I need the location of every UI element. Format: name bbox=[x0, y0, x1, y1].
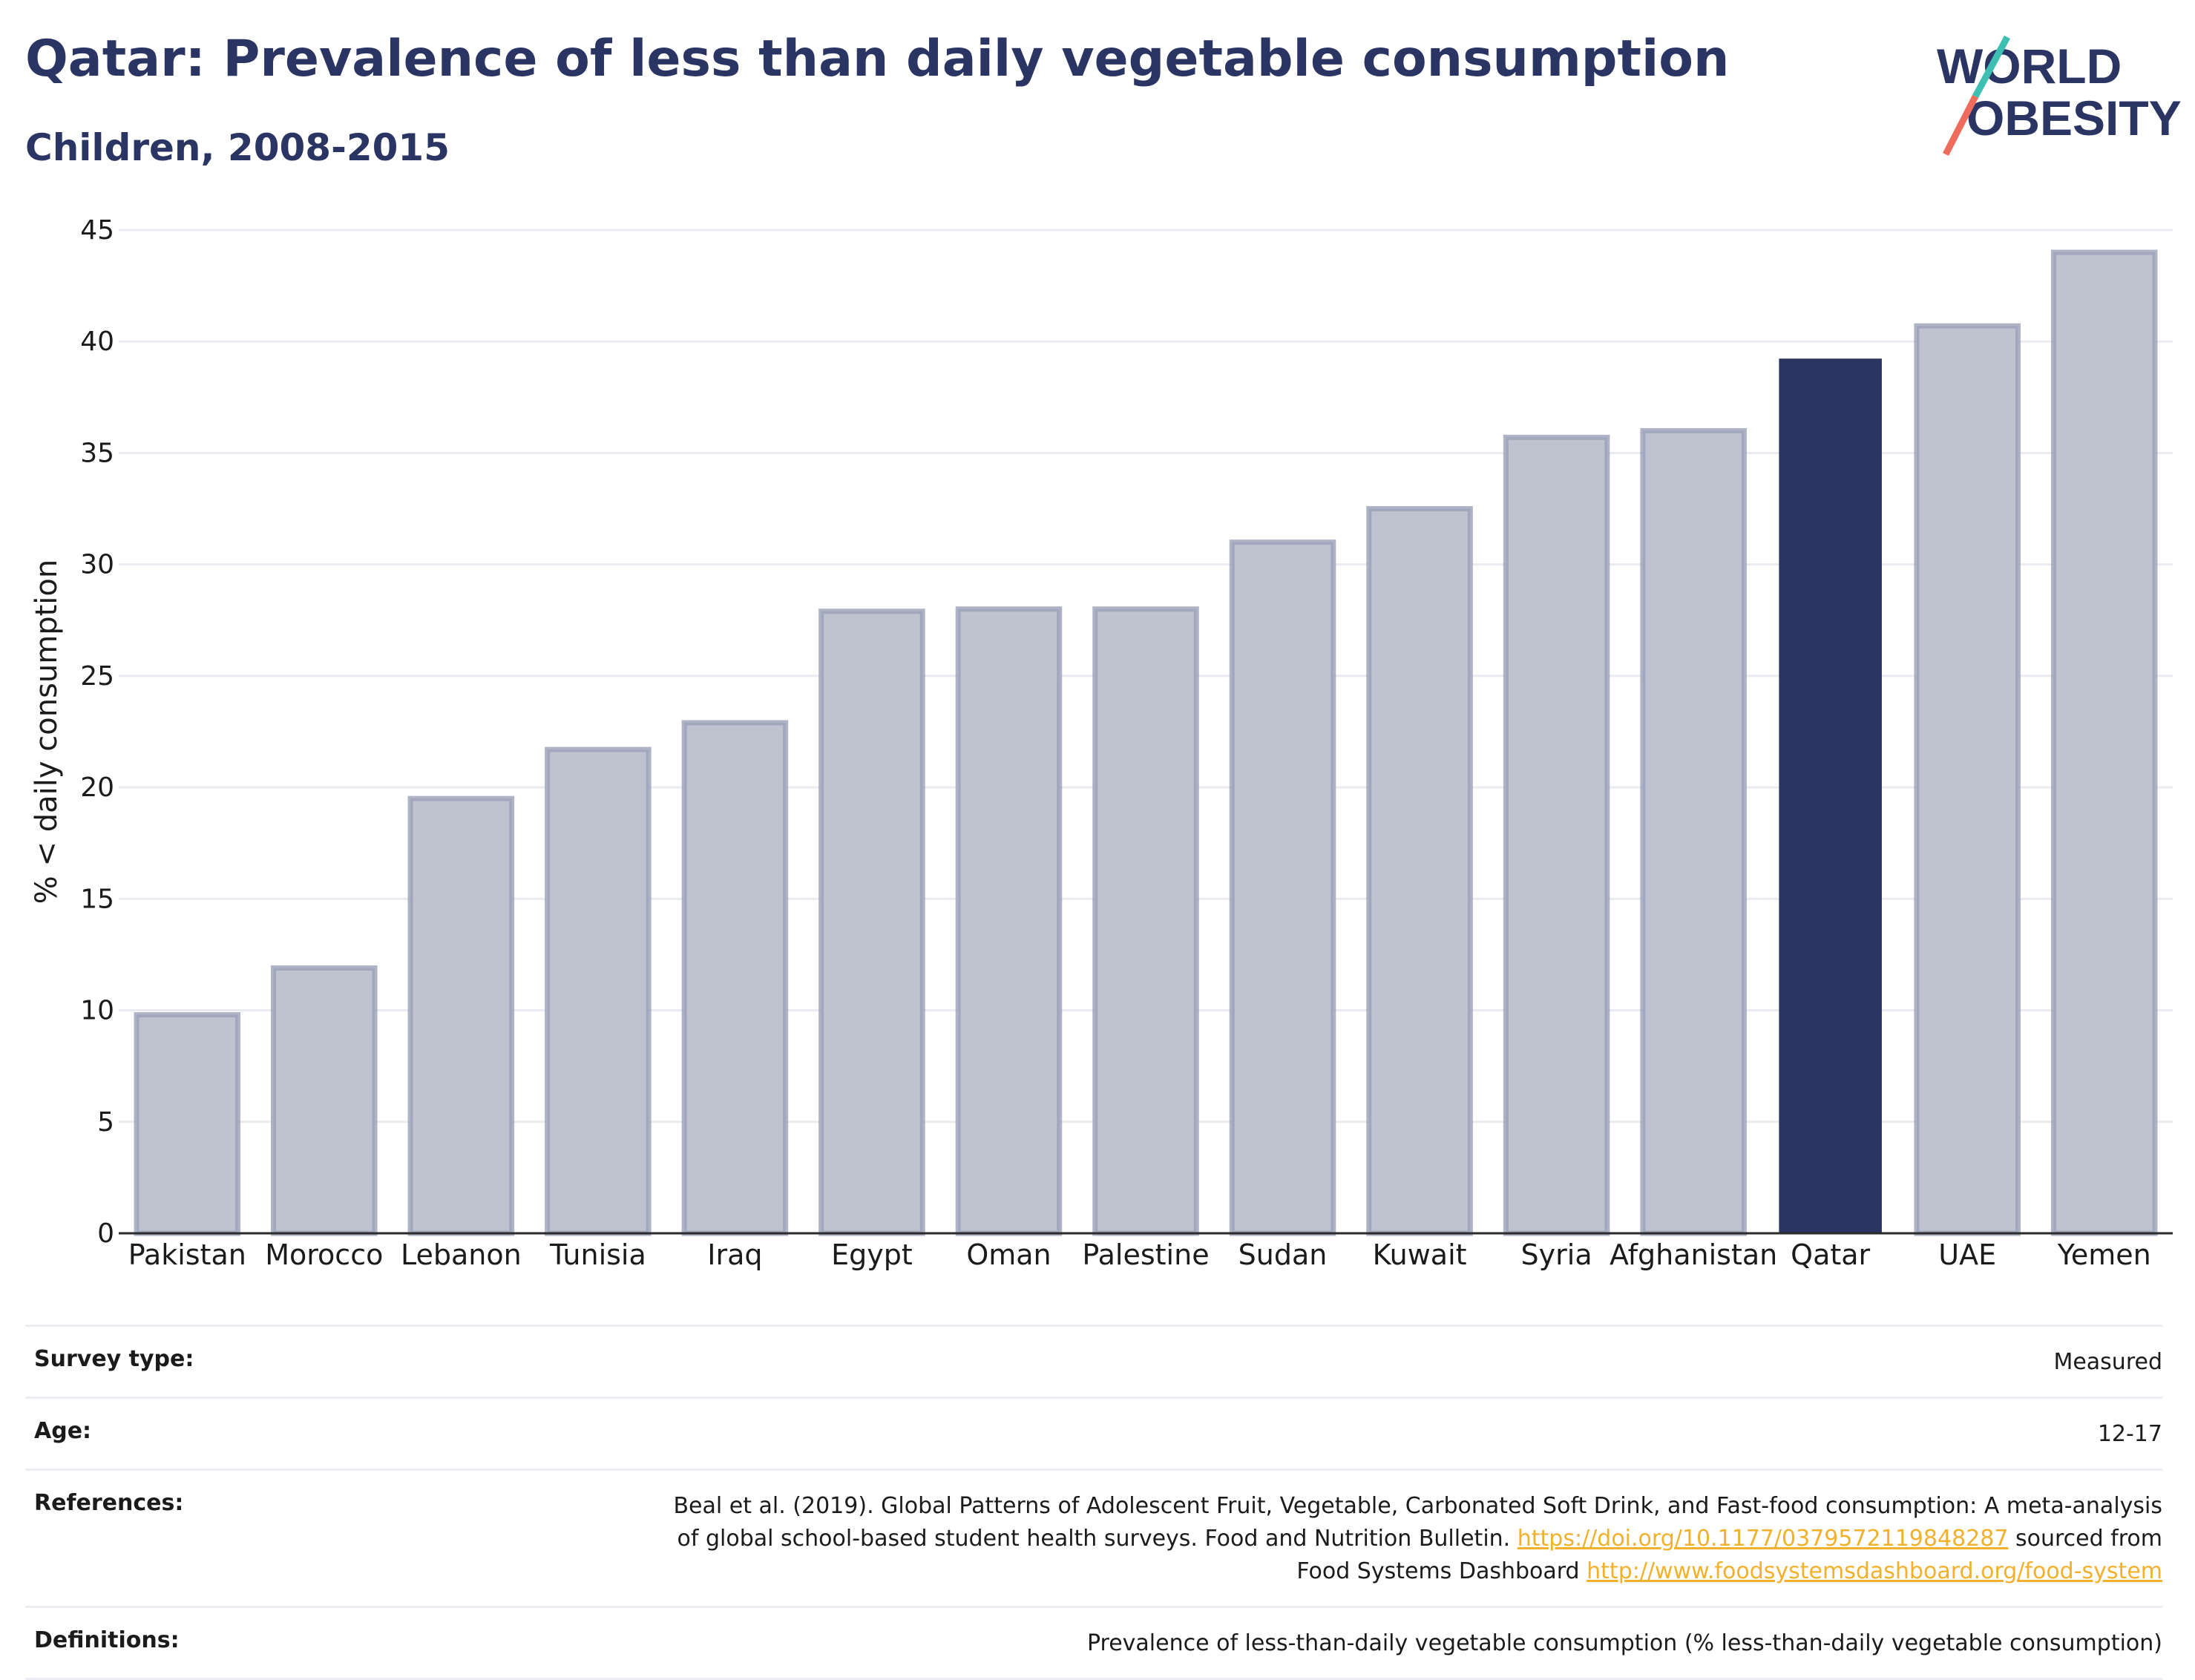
survey-type-label: Survey type: bbox=[34, 1346, 194, 1372]
bar-kuwait bbox=[1366, 506, 1473, 1236]
y-axis: 0 5 10 15 20 25 30 35 40 45 bbox=[80, 215, 114, 1249]
x-tick-label: Oman bbox=[966, 1238, 1051, 1271]
y-axis-label: % < daily consumption bbox=[30, 560, 64, 904]
x-tick-label: Lebanon bbox=[401, 1238, 522, 1271]
bar-chart: 0 5 10 15 20 25 30 35 40 45 Pakistan Morocco Lebano… bbox=[30, 215, 2173, 1271]
world-obesity-logo: WORLD OBESITY bbox=[1937, 35, 2182, 157]
age-row: Age: 12-17 bbox=[25, 1397, 2162, 1469]
x-tick-label: Yemen bbox=[2057, 1238, 2151, 1271]
y-tick-label: 30 bbox=[80, 550, 114, 580]
y-tick-label: 0 bbox=[97, 1218, 114, 1249]
y-tick-label: 35 bbox=[80, 438, 114, 468]
x-tick-label: Sudan bbox=[1238, 1238, 1328, 1271]
y-tick-label: 5 bbox=[97, 1107, 114, 1138]
references-label: References: bbox=[34, 1490, 184, 1516]
references-row: References: Beal et al. (2019). Global P… bbox=[25, 1469, 2162, 1606]
bar-egypt bbox=[818, 608, 925, 1236]
bar-syria bbox=[1503, 434, 1610, 1236]
reference-line2-after: sourced from bbox=[2015, 1526, 2162, 1552]
chart-title: Qatar: Prevalence of less than daily veg… bbox=[25, 30, 1730, 88]
y-tick-label: 15 bbox=[80, 884, 114, 914]
reference-line1: Beal et al. (2019). Global Patterns of A… bbox=[673, 1493, 2162, 1519]
bar-pakistan bbox=[134, 1012, 241, 1236]
x-tick-label: Afghanistan bbox=[1610, 1238, 1777, 1271]
bar-palestine bbox=[1092, 606, 1199, 1236]
bar-oman bbox=[955, 606, 1063, 1236]
bar-lebanon bbox=[407, 795, 515, 1236]
y-tick-label: 40 bbox=[80, 327, 114, 357]
x-tick-label: Syria bbox=[1521, 1238, 1592, 1271]
bar-tunisia bbox=[545, 747, 652, 1236]
logo-line1: WORLD bbox=[1937, 39, 2122, 93]
survey-type-value: Measured bbox=[2053, 1349, 2162, 1375]
age-value: 12-17 bbox=[2097, 1421, 2162, 1447]
doi-link[interactable]: https://doi.org/10.1177/0379572119848287 bbox=[1517, 1526, 2009, 1552]
bar-qatar bbox=[1779, 358, 1882, 1234]
bar-iraq bbox=[681, 720, 789, 1236]
food-systems-link[interactable]: http://www.foodsystemsdashboard.org/food… bbox=[1587, 1558, 2162, 1584]
bar-morocco bbox=[271, 965, 378, 1236]
chart-subtitle: Children, 2008-2015 bbox=[25, 126, 450, 169]
x-tick-label: Palestine bbox=[1082, 1238, 1209, 1271]
bars bbox=[134, 249, 2158, 1236]
x-tick-label: Pakistan bbox=[128, 1238, 246, 1271]
x-tick-label: Kuwait bbox=[1373, 1238, 1467, 1271]
bar-uae bbox=[1914, 323, 2021, 1236]
bar-yemen bbox=[2050, 249, 2158, 1236]
x-axis: Pakistan Morocco Lebanon Tunisia Iraq Egypt Om… bbox=[128, 1238, 2151, 1271]
x-tick-label: Tunisia bbox=[549, 1238, 646, 1271]
y-tick-label: 45 bbox=[80, 215, 114, 246]
definitions-row: Definitions: Prevalence of less-than-dai… bbox=[25, 1606, 2162, 1680]
x-tick-label: UAE bbox=[1938, 1238, 1996, 1271]
bar-sudan bbox=[1229, 539, 1336, 1236]
x-tick-label: Morocco bbox=[265, 1238, 383, 1271]
bar-afghanistan bbox=[1640, 427, 1747, 1236]
x-tick-label: Qatar bbox=[1791, 1238, 1870, 1271]
age-label: Age: bbox=[34, 1418, 92, 1444]
y-tick-label: 20 bbox=[80, 772, 114, 803]
definitions-value: Prevalence of less-than-daily vegetable … bbox=[1086, 1630, 2162, 1656]
x-tick-label: Iraq bbox=[707, 1238, 762, 1271]
logo-line2: OBESITY bbox=[1966, 91, 2182, 145]
x-tick-label: Egypt bbox=[831, 1238, 913, 1271]
reference-line2: of global school-based student health su… bbox=[677, 1526, 1511, 1552]
references-value: Beal et al. (2019). Global Patterns of A… bbox=[673, 1490, 2162, 1588]
reference-line3: Food Systems Dashboard bbox=[1296, 1558, 1580, 1584]
y-tick-label: 10 bbox=[80, 996, 114, 1026]
y-tick-label: 25 bbox=[80, 661, 114, 692]
definitions-label: Definitions: bbox=[34, 1627, 180, 1653]
survey-type-row: Survey type: Measured bbox=[25, 1325, 2162, 1397]
metadata-table: Survey type: Measured Age: 12-17 Referen… bbox=[25, 1325, 2162, 1680]
